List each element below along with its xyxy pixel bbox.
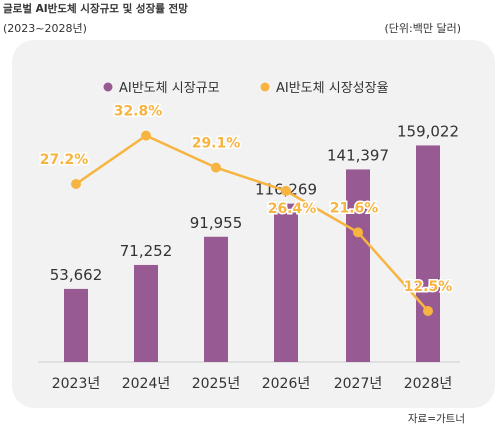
- bar-2: [204, 236, 228, 362]
- unit-label: (단위:백만 달러): [384, 22, 461, 35]
- bar-value-label: 91,955: [190, 214, 243, 232]
- growth-point-5: [423, 306, 433, 316]
- bar-1: [134, 264, 158, 362]
- x-tick-label: 2025년: [192, 376, 241, 392]
- x-tick-label: 2026년: [262, 376, 311, 392]
- growth-point-3: [281, 185, 291, 196]
- growth-point-1: [141, 130, 151, 141]
- growth-rate-label: 29.1%: [192, 136, 241, 152]
- growth-rate-label: 26.4%: [268, 201, 317, 217]
- x-tick-label: 2028년: [404, 376, 453, 392]
- source-note: 자료=가트너: [407, 413, 465, 425]
- bar-5: [416, 145, 440, 362]
- x-tick-label: 2027년: [334, 376, 383, 392]
- bar-value-label: 159,022: [397, 122, 459, 140]
- growth-rate-label: 12.5%: [404, 279, 453, 295]
- bar-value-label: 141,397: [327, 146, 389, 164]
- x-tick-label: 2023년: [52, 376, 101, 392]
- growth-rate-line: [75, 134, 429, 312]
- growth-point-2: [211, 162, 221, 173]
- period-subtitle: (2023~2028년): [3, 22, 87, 35]
- bar-4: [346, 169, 370, 362]
- growth-rate-label: 32.8%: [114, 104, 163, 120]
- bar-value-label: 53,662: [50, 266, 103, 284]
- legend-line-label: AI반도체 시장성장율: [276, 81, 389, 96]
- bar-value-label: 71,252: [120, 242, 173, 260]
- bar-0: [64, 288, 88, 362]
- legend-line-marker: [260, 82, 270, 92]
- x-tick-label: 2024년: [122, 376, 171, 392]
- growth-point-4: [353, 227, 363, 238]
- growth-point-0: [71, 178, 81, 189]
- growth-rate-label: 21.6%: [330, 200, 379, 216]
- legend-bar-marker: [103, 82, 113, 92]
- bar-3: [274, 203, 298, 362]
- legend-bar-label: AI반도체 시장규모: [119, 81, 220, 96]
- growth-rate-label: 27.2%: [40, 152, 89, 168]
- chart-panel: [12, 40, 495, 408]
- chart-title: 글로벌 AI반도체 시장규모 및 성장률 전망: [3, 3, 188, 15]
